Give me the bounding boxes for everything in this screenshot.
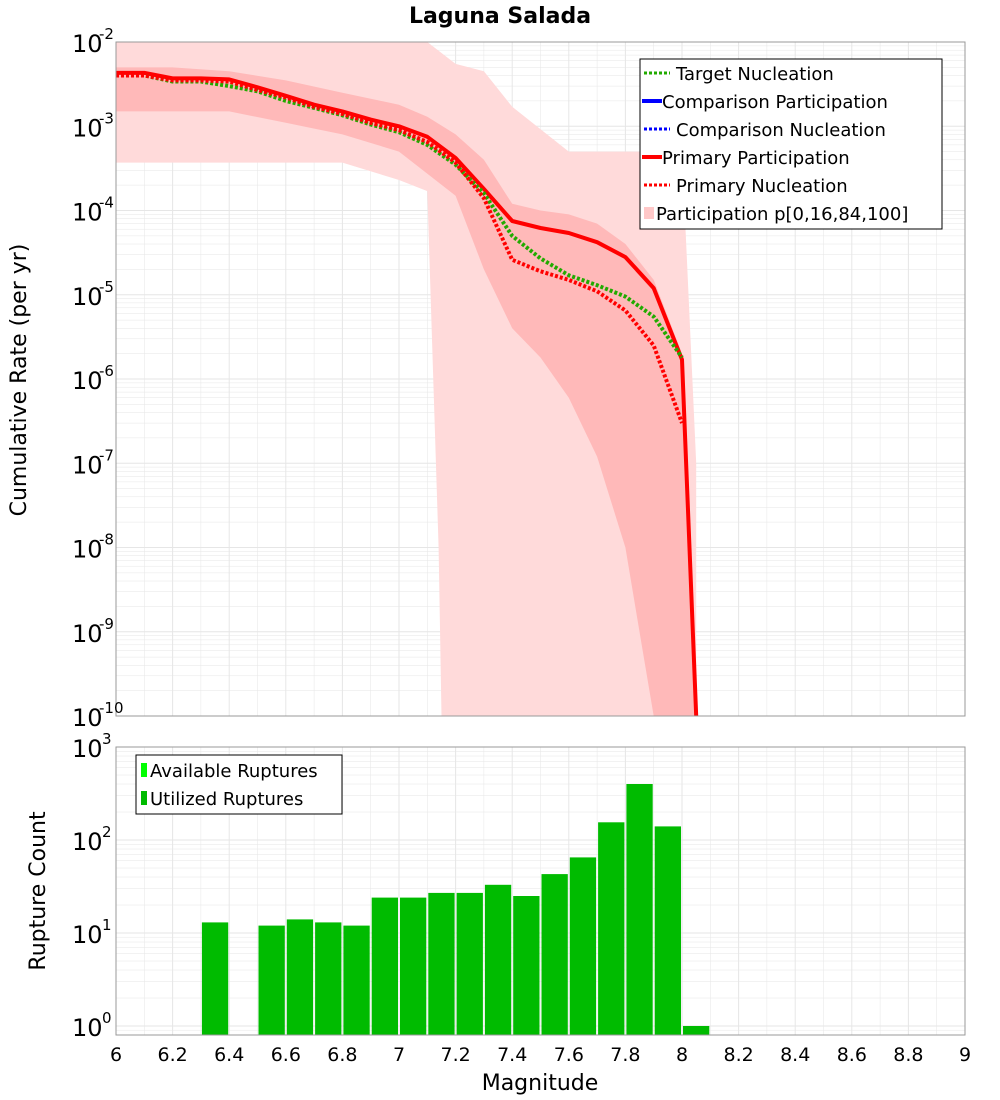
x-axis-label: Magnitude: [482, 1071, 599, 1096]
rupture-bar: [315, 922, 342, 1035]
legend-label-target-nucleation: Target Nucleation: [675, 64, 834, 85]
bottom-y-tick-label: 10: [72, 828, 103, 856]
legend-label-primary-participation: Primary Participation: [662, 148, 850, 169]
x-tick-label: 6.8: [327, 1044, 357, 1066]
x-tick-label: 8: [676, 1044, 688, 1066]
rupture-bar: [541, 874, 568, 1035]
rupture-bar: [400, 897, 427, 1035]
rupture-bar: [598, 822, 625, 1035]
top-y-tick-label: 10: [72, 704, 103, 732]
rupture-bar: [201, 922, 229, 1035]
top-y-tick-label: 10: [72, 367, 103, 395]
legend-swatch-available-ruptures: [141, 763, 147, 777]
x-tick-label: 8.6: [837, 1044, 867, 1066]
x-tick-label: 9: [959, 1044, 971, 1066]
bottom-y-tick-label: 10: [72, 735, 103, 763]
bottom-y-tick-exponent: 3: [102, 730, 112, 748]
bottom-y-axis-label: Rupture Count: [26, 811, 51, 971]
legend-swatch-utilized-ruptures: [141, 791, 147, 805]
x-tick-label: 7.6: [554, 1044, 584, 1066]
top-y-tick-exponent: -7: [99, 446, 114, 464]
x-tick-label: 8.2: [723, 1044, 753, 1066]
bottom-y-tick-label: 10: [72, 921, 103, 949]
bottom-y-tick-exponent: 1: [102, 916, 112, 934]
rupture-bar: [513, 896, 540, 1035]
legend-swatch-participation-band: [644, 207, 654, 219]
x-tick-label: 7.4: [497, 1044, 527, 1066]
series-primary-nucleation: [116, 73, 684, 424]
top-y-tick-exponent: -9: [99, 615, 114, 633]
top-y-axis-label: Cumulative Rate (per yr): [7, 244, 32, 517]
x-tick-label: 7: [393, 1044, 405, 1066]
top-y-tick-label: 10: [72, 451, 103, 479]
rupture-bars: [201, 784, 710, 1035]
legend-label-primary-nucleation: Primary Nucleation: [676, 176, 848, 197]
top-y-tick-exponent: -4: [99, 194, 114, 212]
bottom-y-tick-exponent: 2: [102, 823, 112, 841]
chart-title: Laguna Salada: [409, 4, 591, 29]
x-tick-label: 8.8: [893, 1044, 923, 1066]
x-tick-label: 6.6: [271, 1044, 301, 1066]
bottom-legend-box: [135, 754, 343, 815]
rupture-bar: [286, 919, 314, 1035]
rupture-bar: [258, 925, 285, 1035]
top-legend: Target Nucleation Comparison Participati…: [639, 58, 943, 230]
rupture-bar: [654, 826, 681, 1035]
legend-label-comparison-participation: Comparison Participation: [662, 92, 888, 113]
rupture-bar: [343, 925, 370, 1035]
x-tick-label: 6: [110, 1044, 122, 1066]
top-y-tick-labels: 10-210-310-410-510-610-710-810-910-10: [72, 25, 124, 732]
legend-label-participation-band: Participation p[0,16,84,100]: [656, 204, 908, 225]
rupture-bar: [569, 857, 597, 1035]
bottom-y-tick-exponent: 0: [102, 1009, 112, 1027]
top-y-tick-exponent: -3: [99, 109, 114, 127]
top-y-tick-exponent: -6: [99, 362, 114, 380]
rupture-bar: [683, 1026, 710, 1035]
top-y-tick-label: 10: [72, 283, 103, 311]
top-y-tick-label: 10: [72, 114, 103, 142]
top-y-tick-exponent: -5: [99, 278, 114, 296]
x-tick-labels: 6 6.2 6.4 6.6 6.8 7 7.2 7.4 7.6 7.8 8 8.2 8.4 8.6 8.8 9: [110, 1044, 971, 1066]
bottom-y-tick-label: 10: [72, 1014, 103, 1042]
series-primary-participation: [116, 70, 699, 717]
top-y-tick-label: 10: [72, 30, 103, 58]
rupture-bar: [428, 892, 455, 1035]
x-tick-label: 7.2: [440, 1044, 470, 1066]
legend-label-available-ruptures: Available Ruptures: [150, 761, 318, 782]
rupture-bar: [626, 784, 653, 1035]
x-tick-label: 6.2: [157, 1044, 187, 1066]
legend-label-utilized-ruptures: Utilized Ruptures: [150, 789, 303, 810]
top-y-tick-exponent: -8: [99, 531, 114, 549]
top-plot-frame: [115, 41, 966, 717]
top-y-tick-exponent: -10: [99, 699, 124, 717]
x-tick-label: 8.4: [780, 1044, 810, 1066]
top-y-tick-label: 10: [72, 199, 103, 227]
rupture-bar: [456, 892, 483, 1035]
rate-lines: [116, 70, 699, 717]
top-y-tick-exponent: -2: [99, 25, 114, 43]
top-legend-box: [639, 58, 943, 230]
bottom-legend: Available Ruptures Utilized Ruptures: [135, 754, 343, 815]
participation-band-p0-p100: [116, 42, 697, 716]
legend-label-comparison-nucleation: Comparison Nucleation: [676, 120, 886, 141]
rupture-bar: [484, 884, 512, 1035]
bottom-plot-frame: [115, 746, 966, 1036]
x-tick-label: 7.8: [610, 1044, 640, 1066]
x-tick-label: 6.4: [214, 1044, 244, 1066]
top-y-tick-label: 10: [72, 536, 103, 564]
rupture-bar: [371, 897, 398, 1035]
top-y-tick-label: 10: [72, 620, 103, 648]
